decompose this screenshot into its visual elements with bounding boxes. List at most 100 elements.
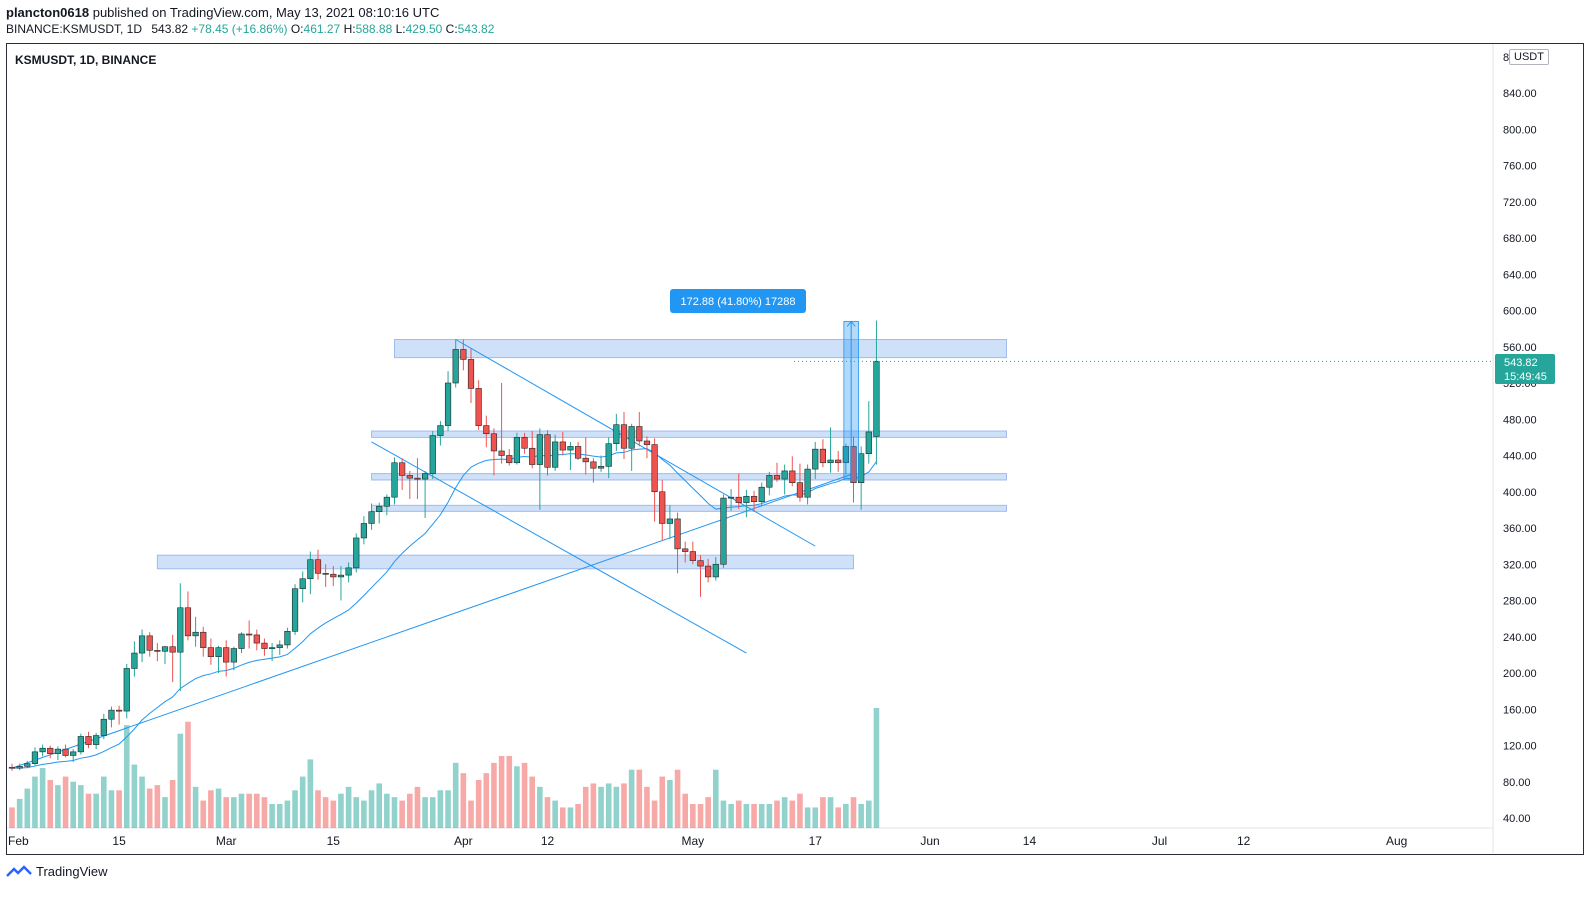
candle-body — [781, 470, 788, 480]
volume-bar — [131, 764, 138, 828]
volume-bar — [781, 797, 788, 828]
candle-body — [444, 382, 452, 426]
volume-bar — [24, 788, 31, 828]
volume-bar — [39, 768, 46, 828]
x-tick-label: Apr — [454, 834, 473, 848]
y-tick-label: 360.00 — [1503, 523, 1537, 535]
volume-bar — [70, 781, 76, 828]
y-tick-label: 840.00 — [1503, 88, 1537, 100]
sr-zone — [371, 430, 1007, 438]
candle-body — [559, 441, 566, 451]
volume-bar — [345, 786, 352, 828]
open-value: 461.27 — [303, 22, 341, 36]
candle-body — [743, 495, 750, 503]
volume-bar — [690, 804, 696, 828]
candle-body — [796, 482, 804, 498]
candle-body — [429, 435, 436, 474]
candle-body — [177, 607, 184, 653]
candle-body — [812, 448, 819, 470]
candle-body — [268, 647, 276, 649]
volume-bar — [713, 769, 719, 828]
volume-bar — [506, 756, 513, 828]
volume-bar — [766, 804, 773, 828]
volume-bar — [605, 783, 612, 828]
candle-body — [161, 646, 169, 652]
y-tick-label: 280.00 — [1503, 596, 1537, 608]
volume-bar — [659, 776, 666, 828]
volume-bar — [720, 800, 727, 828]
volume-bar — [460, 773, 467, 828]
candle-body — [827, 459, 834, 464]
candle-body — [552, 441, 559, 468]
price-tag-bg — [1495, 354, 1555, 384]
volume-bar — [483, 773, 490, 828]
volume-bar — [582, 786, 589, 828]
y-tick-label: 760.00 — [1503, 161, 1537, 173]
chart-frame — [6, 43, 1584, 855]
measure-label-bg — [670, 289, 806, 313]
candle-body — [116, 709, 123, 712]
volume-bar — [751, 804, 757, 828]
x-tick-label: Aug — [1386, 834, 1407, 848]
candle-body — [490, 433, 498, 452]
volume-bar — [353, 797, 360, 828]
candle-body — [682, 548, 689, 552]
close-value: 543.82 — [457, 22, 495, 36]
candle-body — [399, 462, 406, 476]
candle-body — [651, 444, 658, 493]
candle-body — [47, 747, 54, 754]
volume-bar — [475, 780, 482, 828]
candle-body — [513, 437, 520, 464]
candle-body — [184, 607, 192, 637]
volume-bar — [123, 725, 130, 828]
candle-body — [712, 563, 719, 578]
volume-bar — [850, 797, 857, 828]
volume-bar — [567, 807, 574, 828]
x-tick-label: Jun — [920, 834, 939, 848]
volume-bar — [552, 800, 558, 828]
candle-body — [835, 459, 842, 464]
x-tick-label: Feb — [8, 834, 29, 848]
candle-body — [574, 446, 582, 459]
volume-bar — [804, 807, 811, 828]
volume-bar — [843, 804, 849, 828]
trendline — [455, 339, 816, 547]
volume-bar — [391, 797, 398, 828]
candle-body — [291, 588, 299, 632]
candle-body — [544, 434, 551, 468]
candle-body — [230, 648, 237, 663]
candle-body — [284, 631, 291, 646]
currency-button[interactable]: USDT — [1509, 49, 1549, 65]
y-tick-label: 120.00 — [1503, 741, 1537, 753]
candle-body — [414, 477, 421, 480]
y-tick-label: 720.00 — [1503, 197, 1537, 209]
volume-bar — [743, 804, 750, 828]
volume-bar — [812, 807, 819, 828]
volume-bar — [315, 790, 321, 828]
volume-bar — [667, 780, 673, 828]
volume-bar — [575, 804, 581, 828]
y-tick-label: 200.00 — [1503, 668, 1537, 680]
sr-zone — [371, 504, 1007, 512]
volume-bar — [407, 793, 413, 828]
volume-bar — [154, 785, 161, 828]
volume-bar — [429, 797, 436, 828]
ohlc-line: BINANCE:KSMUSDT, 1D 543.82 +78.45 (+16.8… — [6, 22, 494, 36]
volume-bar — [682, 793, 688, 828]
volume-bar — [873, 708, 880, 828]
candle-body — [758, 486, 765, 503]
volume-bar — [613, 786, 620, 828]
publish-date: published on TradingView.com, May 13, 20… — [92, 5, 440, 20]
x-tick-label: 12 — [1237, 834, 1251, 848]
volume-bar — [47, 780, 54, 828]
price-tag-countdown: 15:49:45 — [1504, 371, 1547, 383]
volume-bar — [789, 800, 796, 828]
candle-body — [261, 642, 268, 649]
volume-bar — [16, 798, 23, 828]
footer-brand: TradingView — [6, 864, 108, 879]
volume-bar — [9, 807, 15, 828]
candle-body — [674, 518, 681, 550]
candle-body — [483, 425, 490, 435]
volume-bar — [758, 804, 765, 828]
